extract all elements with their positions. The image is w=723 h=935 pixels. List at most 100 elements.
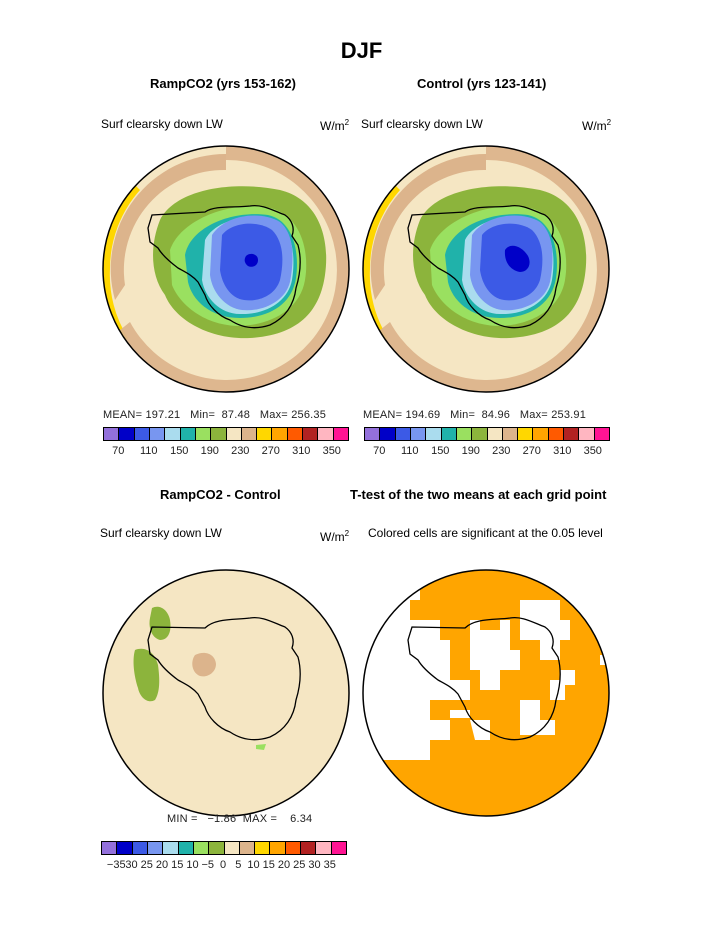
control-colorbar-tick-label: 310	[553, 445, 572, 457]
ramp-colorbar-tick-label: 70	[112, 445, 125, 457]
diff-colorbar-swatch	[132, 842, 148, 854]
control-colorbar	[364, 427, 610, 441]
control-colorbar-swatch	[380, 428, 396, 440]
diff-colorbar-swatch	[209, 842, 225, 854]
ramp-colorbar-swatch	[303, 428, 319, 440]
control-colorbar-swatch	[410, 428, 427, 440]
diff-colorbar-swatch	[331, 842, 346, 854]
ramp-colorbar-tick-label: 150	[170, 445, 189, 457]
diff-colorbar-swatch	[117, 842, 133, 854]
diff-variable-label: Surf clearsky down LW	[100, 526, 222, 540]
page-title: DJF	[340, 38, 383, 63]
ramp-colorbar-tick-label: 310	[292, 445, 311, 457]
diff-colorbar-tick-label: 15	[262, 859, 275, 871]
diff-colorbar-tick-label: 35	[323, 859, 336, 871]
ramp-colorbar-swatch	[318, 428, 334, 440]
ramp-colorbar-tick-label: 110	[139, 445, 158, 457]
control-panel-title: Control (yrs 123-141)	[417, 76, 547, 91]
ramp-colorbar-swatch	[226, 428, 242, 440]
ramp-colorbar-swatch	[272, 428, 288, 440]
diff-colorbar-tick-label: −5	[201, 859, 215, 871]
ramp-stats: MEAN= 197.21 Min= 87.48 Max= 256.35	[103, 409, 327, 421]
control-colorbar-tick-label: 230	[492, 445, 511, 457]
ramp-colorbar-swatch	[333, 428, 348, 440]
control-colorbar-swatch	[487, 428, 503, 440]
diff-colorbar-tick-label: 20	[277, 859, 291, 871]
diff-colorbar-tick-label: 25	[140, 859, 153, 871]
control-colorbar-swatch	[365, 428, 381, 440]
ramp-colorbar-tick-label: 190	[200, 445, 219, 457]
diff-colorbar-swatch	[224, 842, 240, 854]
control-colorbar-swatch	[472, 428, 488, 440]
ramp-colorbar-swatch	[211, 428, 227, 440]
control-colorbar-tick-label: 350	[583, 445, 602, 457]
ramp-variable-label: Surf clearsky down LW	[101, 117, 223, 131]
control-colorbar-swatch	[441, 428, 457, 440]
diff-colorbar-swatch	[102, 842, 118, 854]
control-colorbar-swatch	[594, 428, 609, 440]
control-variable-label: Surf clearsky down LW	[361, 117, 483, 131]
diff-colorbar-tick-label: 5	[235, 859, 242, 871]
diff-colorbar-tick-label: 10	[247, 859, 260, 871]
ramp-colorbar-swatch	[257, 428, 273, 440]
ttest-panel-title: T-test of the two means at each grid poi…	[350, 487, 607, 502]
diff-colorbar-swatch	[301, 842, 317, 854]
diff-units-label: W/m2	[320, 529, 350, 544]
control-colorbar-tick-label: 70	[373, 445, 386, 457]
diff-colorbar-tick-label: 25	[293, 859, 306, 871]
diff-colorbar-swatch	[178, 842, 194, 854]
ramp-colorbar-swatch	[287, 428, 304, 440]
control-colorbar-swatch	[426, 428, 442, 440]
ramp-colorbar-tick-label: 230	[231, 445, 250, 457]
ramp-colorbar-ticks: 70 110 150 190 230 270 310 350	[103, 445, 347, 459]
diff-colorbar-tick-label: 15	[171, 859, 184, 871]
ramp-colorbar-tick-label: 270	[261, 445, 280, 457]
control-stats: MEAN= 194.69 Min= 84.96 Max= 253.91	[363, 409, 587, 421]
ramp-colorbar-swatch	[134, 428, 150, 440]
control-colorbar-swatch	[564, 428, 580, 440]
diff-colorbar-swatch	[255, 842, 271, 854]
diff-colorbar-tick-label: 30	[125, 859, 138, 871]
ramp-colorbar-swatch	[195, 428, 212, 440]
diff-colorbar-tick-label: 0	[219, 859, 227, 871]
control-colorbar-swatch	[502, 428, 519, 440]
ramp-colorbar	[103, 427, 349, 441]
diff-colorbar	[101, 841, 347, 855]
ttest-subtitle: Colored cells are significant at the 0.0…	[368, 526, 603, 540]
diff-colorbar-swatch	[239, 842, 256, 854]
control-colorbar-swatch	[548, 428, 565, 440]
diff-colorbar-swatch	[147, 842, 164, 854]
control-colorbar-swatch	[579, 428, 595, 440]
control-colorbar-tick-label: 190	[461, 445, 480, 457]
ramp-colorbar-tick-label: 350	[322, 445, 341, 457]
diff-colorbar-swatch	[285, 842, 302, 854]
diff-stats: MIN = −1.86 MAX = 6.34	[167, 813, 313, 825]
ramp-colorbar-swatch	[241, 428, 258, 440]
diff-colorbar-swatch	[270, 842, 286, 854]
ramp-colorbar-swatch	[165, 428, 181, 440]
ramp-colorbar-swatch	[149, 428, 166, 440]
control-colorbar-swatch	[395, 428, 411, 440]
ramp-units-label: W/m2	[320, 118, 350, 133]
control-colorbar-swatch	[518, 428, 534, 440]
ramp-colorbar-swatch	[119, 428, 135, 440]
diff-colorbar-tick-label: 30	[308, 859, 321, 871]
ramp-colorbar-swatch	[180, 428, 196, 440]
diff-colorbar-tick-label: 10	[186, 859, 199, 871]
diff-panel-title: RampCO2 - Control	[160, 487, 281, 502]
control-colorbar-swatch	[456, 428, 473, 440]
diff-colorbar-tick-label: 20	[155, 859, 169, 871]
ramp-panel-title: RampCO2 (yrs 153-162)	[150, 76, 296, 91]
diff-colorbar-tick-label: −35	[106, 859, 126, 871]
diff-colorbar-swatch	[316, 842, 332, 854]
control-colorbar-tick-label: 110	[400, 445, 419, 457]
control-colorbar-swatch	[533, 428, 549, 440]
control-colorbar-ticks: 70 110 150 190 230 270 310 350	[364, 445, 608, 459]
control-colorbar-tick-label: 270	[522, 445, 541, 457]
diff-colorbar-ticks: −35 30 25 20 15 10 −5 0 5 10 15 20 25 30 35	[101, 859, 345, 873]
control-units-label: W/m2	[582, 118, 612, 133]
